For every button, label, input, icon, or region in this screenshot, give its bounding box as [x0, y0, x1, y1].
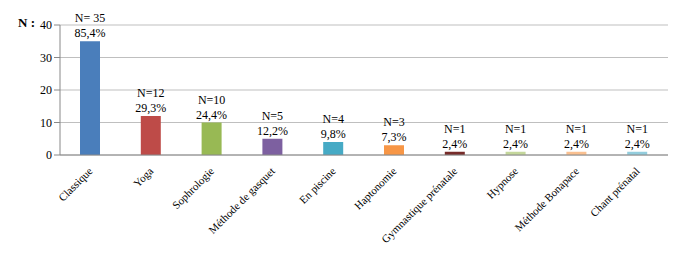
svg-text:9,8%: 9,8% [321, 127, 346, 141]
svg-text:30: 30 [40, 51, 52, 65]
svg-text:85,4%: 85,4% [75, 26, 106, 40]
svg-text:N=10: N=10 [198, 93, 225, 107]
svg-text:2,4%: 2,4% [442, 137, 467, 151]
html-text:N :: N : [18, 15, 35, 30]
svg-text:12,2%: 12,2% [257, 124, 288, 138]
svg-text:Classique: Classique [56, 165, 95, 204]
svg-text:Chant prénatal: Chant prénatal [588, 165, 642, 219]
svg-text:Sophrologie: Sophrologie [170, 165, 217, 212]
svg-text:2,4%: 2,4% [564, 137, 589, 151]
svg-text:Méthode de gasquet: Méthode de gasquet [206, 165, 277, 236]
svg-text:En piscine: En piscine [297, 165, 338, 206]
svg-text:N=1: N=1 [626, 122, 647, 136]
svg-text:N=1: N=1 [505, 122, 526, 136]
svg-text:N= 35: N= 35 [75, 11, 105, 25]
svg-text:7,3%: 7,3% [382, 130, 407, 144]
svg-text:0: 0 [46, 148, 52, 162]
svg-text:2,4%: 2,4% [625, 137, 650, 151]
svg-text:N=1: N=1 [566, 122, 587, 136]
svg-text:N=4: N=4 [322, 112, 343, 126]
svg-text:Haptonomie: Haptonomie [352, 165, 399, 212]
svg-text:N=5: N=5 [262, 109, 283, 123]
svg-text:24,4%: 24,4% [196, 108, 227, 122]
svg-text:N=12: N=12 [137, 86, 164, 100]
svg-text:Hypnose: Hypnose [484, 165, 520, 201]
svg-text:40: 40 [40, 18, 52, 32]
svg-text:Méthode Bonapace: Méthode Bonapace [512, 165, 581, 234]
svg-text:N=1: N=1 [444, 122, 465, 136]
svg-text:2,4%: 2,4% [503, 137, 528, 151]
svg-text:29,3%: 29,3% [135, 101, 166, 115]
svg-text:Gymnastique prénatale: Gymnastique prénatale [379, 165, 459, 245]
svg-text:10: 10 [40, 116, 52, 130]
svg-text:20: 20 [40, 83, 52, 97]
svg-text:Yoga: Yoga [131, 165, 156, 190]
svg-text:N=3: N=3 [383, 115, 404, 129]
